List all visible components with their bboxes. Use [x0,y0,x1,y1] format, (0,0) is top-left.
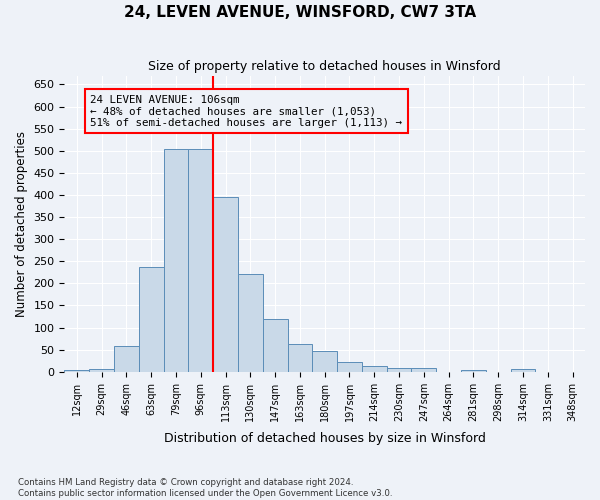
Bar [213,197,238,372]
Bar [511,369,535,372]
Bar [89,368,114,372]
Bar [412,368,436,372]
Bar [362,366,386,372]
Bar [386,368,412,372]
Bar [238,274,263,372]
X-axis label: Distribution of detached houses by size in Winsford: Distribution of detached houses by size … [164,432,485,445]
Bar [337,362,362,372]
Bar [287,344,313,372]
Bar [313,351,337,372]
Text: 24 LEVEN AVENUE: 106sqm
← 48% of detached houses are smaller (1,053)
51% of semi: 24 LEVEN AVENUE: 106sqm ← 48% of detache… [91,95,403,128]
Title: Size of property relative to detached houses in Winsford: Size of property relative to detached ho… [148,60,501,73]
Text: 24, LEVEN AVENUE, WINSFORD, CW7 3TA: 24, LEVEN AVENUE, WINSFORD, CW7 3TA [124,5,476,20]
Bar [188,148,213,372]
Y-axis label: Number of detached properties: Number of detached properties [15,130,28,316]
Text: Contains HM Land Registry data © Crown copyright and database right 2024.
Contai: Contains HM Land Registry data © Crown c… [18,478,392,498]
Bar [64,370,89,372]
Bar [461,370,486,372]
Bar [114,346,139,372]
Bar [164,148,188,372]
Bar [139,266,164,372]
Bar [263,318,287,372]
